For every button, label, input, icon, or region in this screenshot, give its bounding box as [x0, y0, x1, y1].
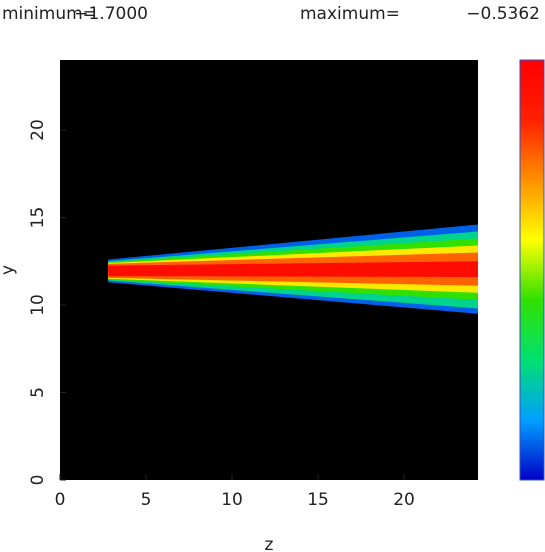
- contour-band: [108, 261, 478, 277]
- min-label: minimum=: [2, 4, 97, 24]
- x-tick-label: 15: [307, 490, 329, 510]
- y-tick-label: 5: [28, 387, 48, 398]
- colorbar: [519, 59, 545, 481]
- x-tick-label: 0: [55, 490, 66, 510]
- x-axis-label: z: [265, 535, 274, 552]
- min-value: −1.7000: [74, 4, 148, 24]
- axes: [59, 129, 405, 481]
- max-label: maximum=: [300, 4, 400, 24]
- x-tick-label: 5: [141, 490, 152, 510]
- x-tick-label: 20: [393, 490, 415, 510]
- y-tick-label: 10: [28, 294, 48, 316]
- max-value: −0.5362: [466, 4, 540, 24]
- y-tick-label: 15: [28, 207, 48, 229]
- y-axis-label: y: [0, 265, 18, 275]
- y-tick-label: 0: [28, 475, 48, 486]
- x-tick-label: 10: [221, 490, 243, 510]
- y-tick-label: 20: [28, 119, 48, 141]
